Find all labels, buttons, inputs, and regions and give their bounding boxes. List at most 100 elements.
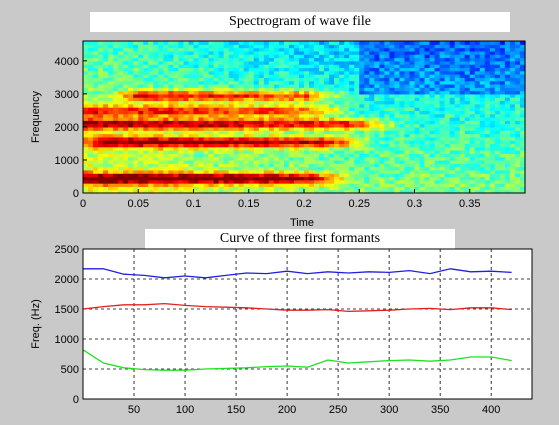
spectrogram-cell [93,136,99,141]
spectrogram-cell [329,60,335,65]
spectrogram-cell [193,77,200,82]
spectrogram-cell [499,186,506,191]
spectrogram-cell [203,169,210,174]
spectrogram-cell [258,87,265,92]
spectrogram-x-tick-label: 0.3 [407,198,422,210]
spectrogram-cell [439,183,446,187]
spectrogram-cell [223,136,230,141]
spectrogram-cell [519,60,526,65]
spectrogram-cell [314,113,320,118]
spectrogram-cell [324,93,330,98]
spectrogram-cell [319,83,325,88]
spectrogram-cell [374,83,380,88]
spectrogram-cell [464,159,471,164]
spectrogram-cell [123,47,129,52]
spectrogram-cell [334,146,340,151]
spectrogram-cell [399,163,406,168]
spectrogram-cell [444,107,451,111]
spectrogram-cell [344,189,350,194]
spectrogram-cell [344,93,350,98]
spectrogram-cell [263,93,270,98]
spectrogram-cell [439,57,446,62]
spectrogram-cell [93,146,99,151]
spectrogram-cell [389,93,396,98]
spectrogram-cell [374,113,380,118]
spectrogram-cell [198,54,205,59]
spectrogram-cell [374,120,380,125]
spectrogram-cell [379,179,385,184]
spectrogram-cell [98,173,104,178]
spectrogram-cell [183,126,190,131]
spectrogram-cell [509,120,516,125]
spectrogram-cell [83,87,89,92]
spectrogram-cell [288,87,295,92]
spectrogram-cell [168,126,175,131]
spectrogram-cell [238,107,245,111]
spectrogram-cell [113,44,119,49]
spectrogram-cell [298,90,305,95]
spectrogram-cell [499,44,506,49]
spectrogram-cell [158,179,164,184]
spectrogram-cell [474,57,481,62]
spectrogram-cell [273,169,280,174]
spectrogram-cell [248,173,255,178]
spectrogram-cell [88,120,94,125]
spectrogram-cell [504,97,511,102]
spectrogram-cell [464,74,471,78]
spectrogram-cell [464,57,471,62]
spectrogram-cell [369,64,375,69]
spectrogram-cell [484,50,491,55]
spectrogram-cell [449,103,456,108]
spectrogram-cell [374,67,380,72]
spectrogram-cell [344,173,350,178]
spectrogram-cell [359,70,365,75]
spectrogram-cell [409,54,416,59]
spectrogram-cell [499,60,506,65]
spectrogram-cell [208,70,215,75]
spectrogram-cell [148,64,154,69]
spectrogram-cell [449,64,456,69]
spectrogram-cell [258,183,265,187]
spectrogram-cell [138,159,144,164]
spectrogram-cell [349,47,355,52]
spectrogram-cell [208,189,215,194]
spectrogram-cell [344,67,350,72]
spectrogram-cell [519,41,526,45]
spectrogram-cell [283,70,290,75]
spectrogram-cell [374,189,380,194]
spectrogram-cell [148,153,154,158]
spectrogram-cell [93,57,99,62]
spectrogram-cell [163,156,169,161]
spectrogram-cell [354,166,360,171]
spectrogram-cell [439,64,446,69]
spectrogram-cell [419,130,426,135]
spectrogram-cell [283,159,290,164]
spectrogram-cell [454,173,461,178]
spectrogram-cell [138,44,144,49]
spectrogram-cell [288,80,295,85]
spectrogram-y-tick-label: 4000 [55,56,79,68]
spectrogram-cell [143,150,149,154]
spectrogram-cell [263,126,270,131]
spectrogram-cell [474,50,481,55]
spectrogram-cell [273,57,280,62]
spectrogram-cell [268,103,275,108]
spectrogram-cell [309,117,315,121]
spectrogram-cell [108,54,114,59]
spectrogram-cell [193,179,200,184]
spectrogram-cell [138,183,144,187]
spectrogram-cell [339,156,345,161]
spectrogram-cell [519,150,526,154]
spectrogram-cell [223,123,230,128]
spectrogram-cell [369,159,375,164]
spectrogram-cell [304,97,310,102]
spectrogram-cell [288,67,295,72]
spectrogram-cell [464,173,471,178]
spectrogram-cell [369,117,375,121]
spectrogram-cell [158,107,164,111]
spectrogram-cell [268,77,275,82]
spectrogram-cell [484,133,491,138]
spectrogram-cell [499,143,506,148]
spectrogram-cell [228,130,235,135]
spectrogram-cell [309,70,315,75]
